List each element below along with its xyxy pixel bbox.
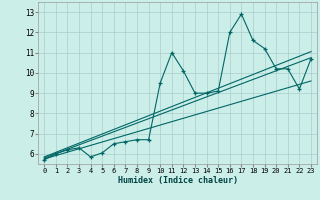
X-axis label: Humidex (Indice chaleur): Humidex (Indice chaleur)	[118, 176, 238, 185]
